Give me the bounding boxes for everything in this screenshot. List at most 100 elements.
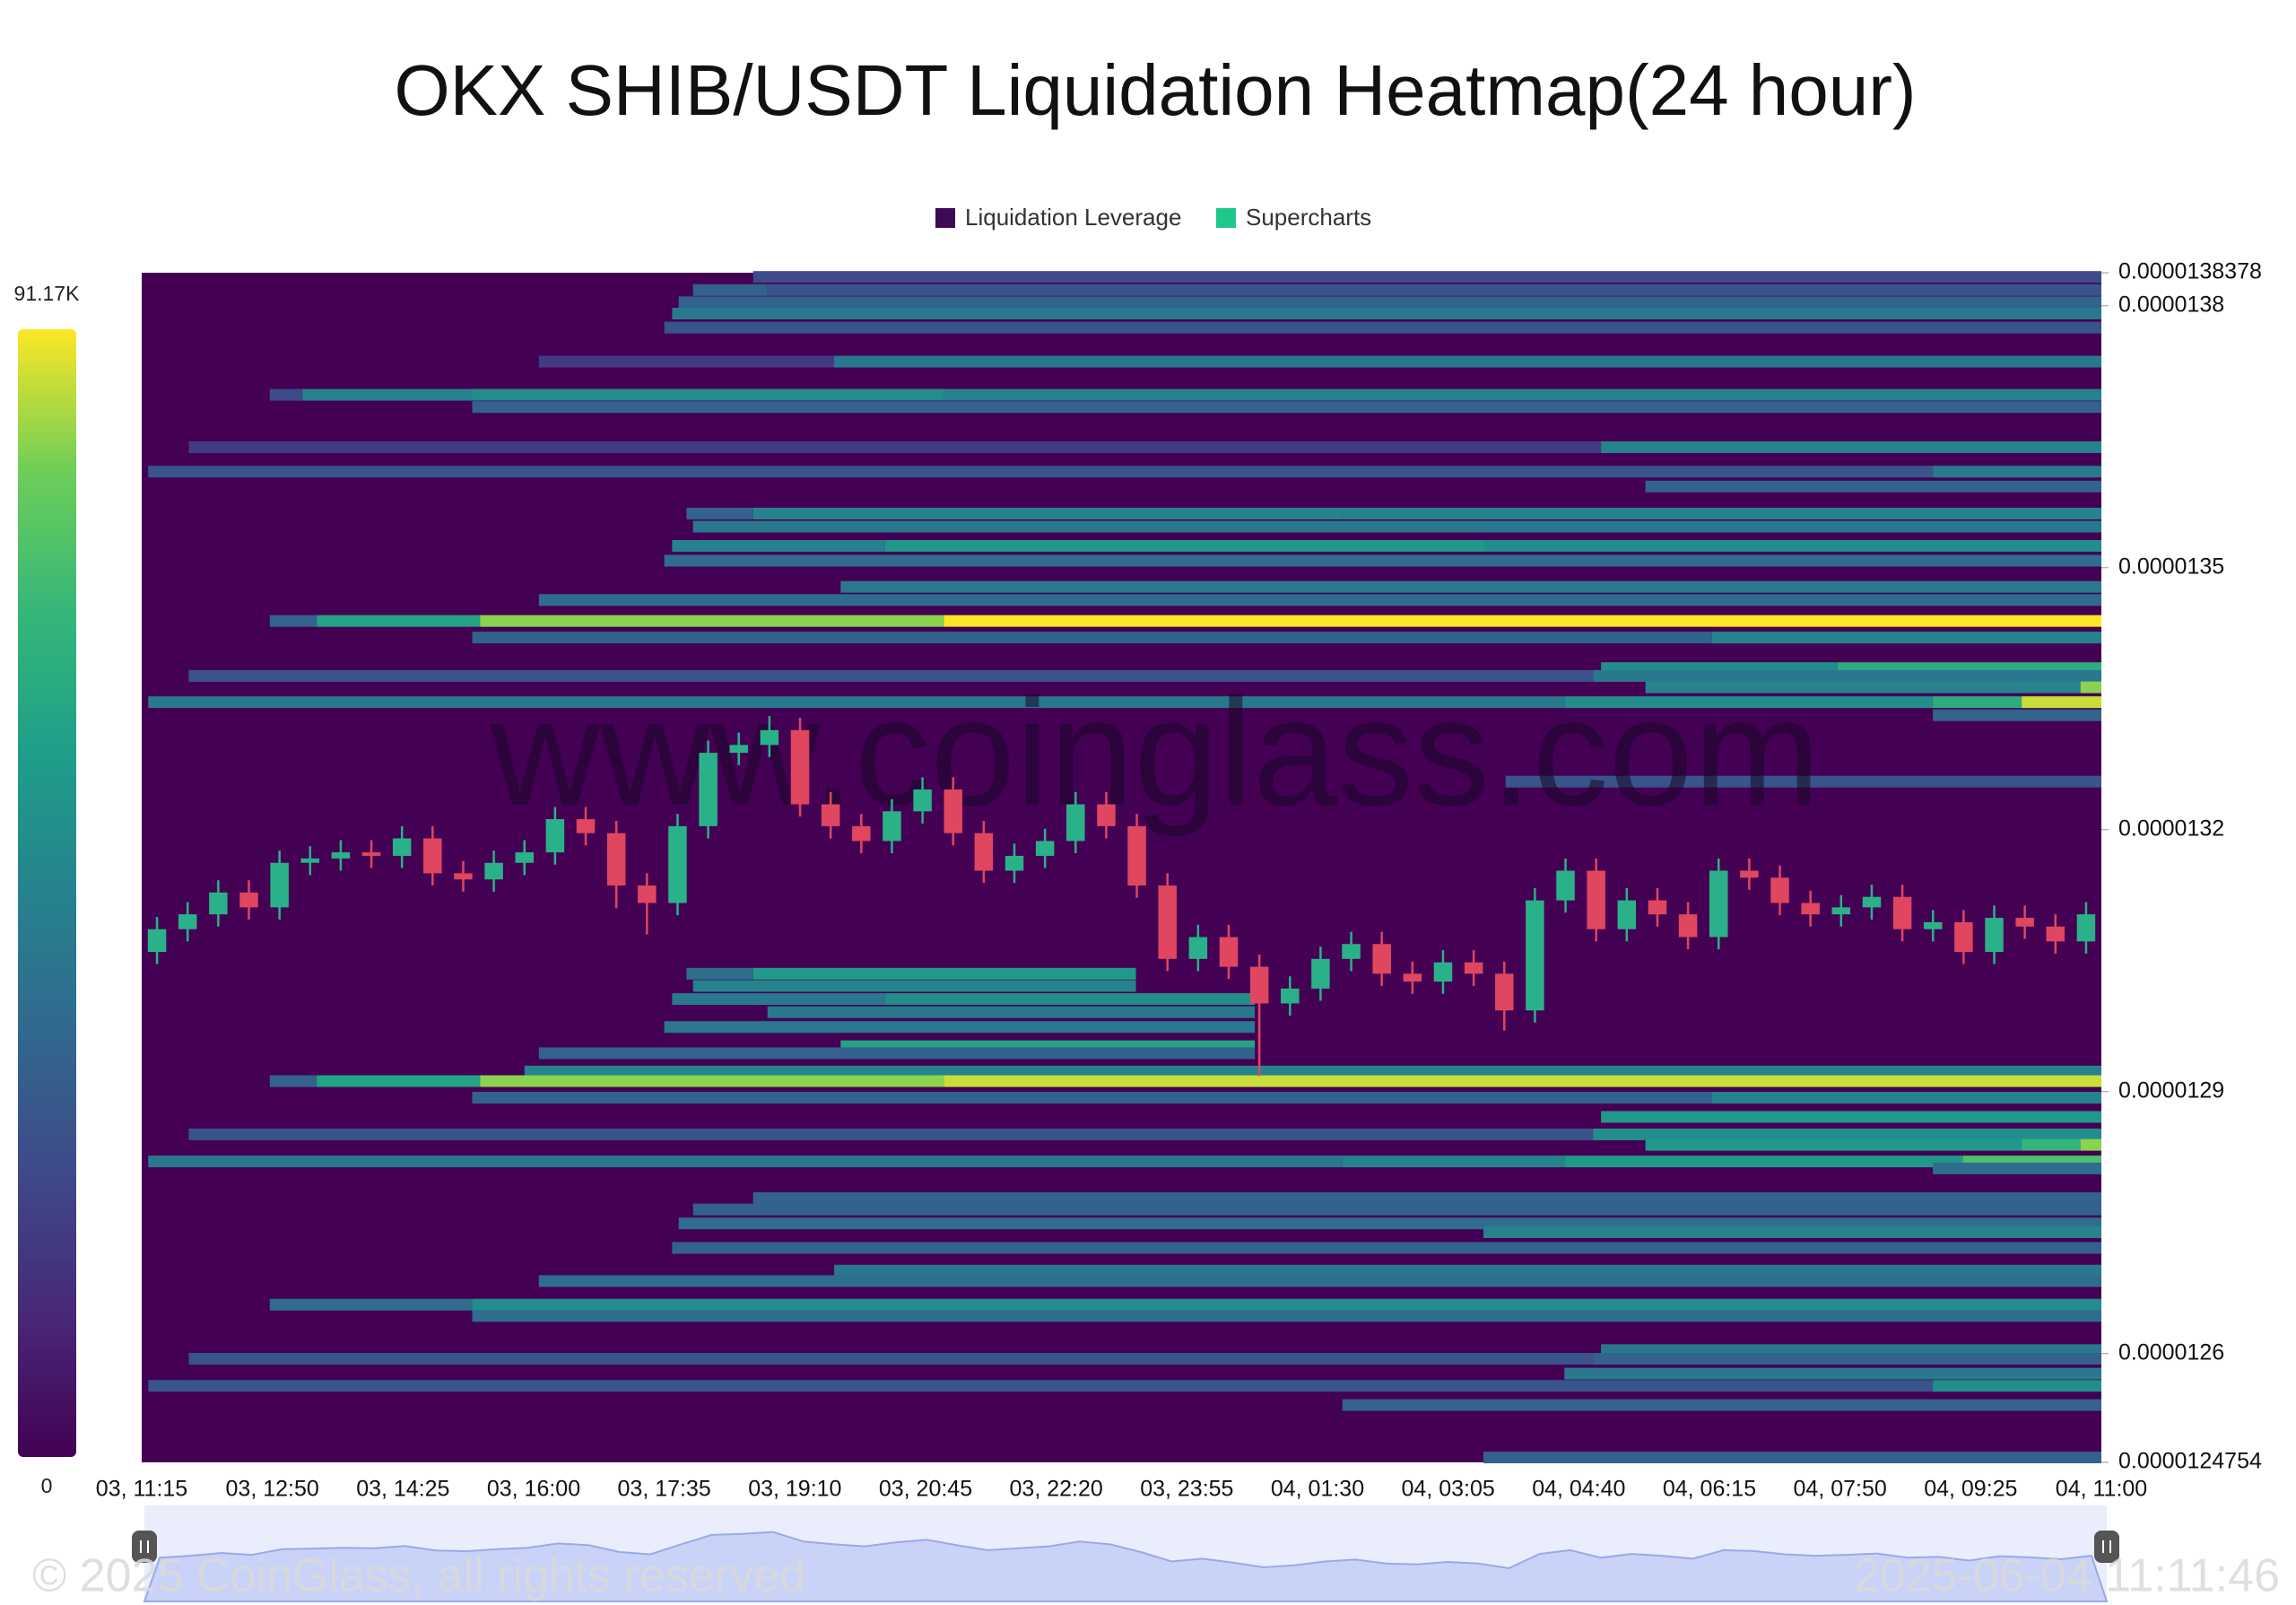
- color-bar-label: 0: [41, 1474, 53, 1497]
- candle-body: [1495, 973, 1514, 1011]
- candle-body: [699, 753, 718, 826]
- heat-cell: [664, 321, 2101, 334]
- heat-cell: [672, 539, 885, 552]
- y-tick-label: 0.0000138378: [2118, 259, 2262, 284]
- candle-body: [1403, 973, 1422, 982]
- candle-body: [1985, 918, 2004, 953]
- heat-cell: [269, 1298, 473, 1311]
- candle-body: [1004, 855, 1024, 871]
- candle-body: [1188, 937, 1208, 959]
- candle-body: [545, 819, 565, 853]
- heat-cell: [148, 696, 1565, 709]
- heat-cell: [672, 993, 885, 1006]
- heat-cell: [2080, 1138, 2101, 1151]
- candle-body: [239, 892, 258, 908]
- candle-body: [209, 892, 228, 915]
- candle-body: [515, 852, 534, 863]
- heat-cell: [944, 1298, 2101, 1311]
- x-tick-label: 03, 23:55: [1140, 1477, 1233, 1502]
- x-tick-label: 03, 19:10: [748, 1477, 841, 1502]
- heat-cell: [767, 1006, 1256, 1018]
- candle-body: [852, 825, 871, 842]
- heat-cell: [1483, 539, 2101, 552]
- heat-cell: [884, 993, 1256, 1006]
- candle-body: [883, 811, 901, 842]
- candle-body: [606, 833, 626, 886]
- navigator-handle: [2094, 1531, 2119, 1563]
- heat-cell: [1711, 632, 2101, 644]
- candle-body: [1648, 900, 1667, 915]
- heat-cell: [538, 1047, 1256, 1060]
- heat-cell: [692, 520, 2101, 533]
- heat-cell: [188, 1353, 1594, 1365]
- heat-cell: [1933, 466, 2101, 478]
- heat-cell: [686, 507, 753, 519]
- y-tick-label: 0.0000126: [2118, 1339, 2224, 1365]
- y-tick-label: 0.0000129: [2118, 1077, 2224, 1103]
- navigator-area: [143, 1531, 2109, 1602]
- candle-body: [392, 838, 412, 856]
- y-tick-label: 0.0000132: [2118, 816, 2224, 841]
- candle-body: [1127, 825, 1146, 886]
- heat-cell: [678, 296, 2102, 309]
- x-tick-label: 03, 11:15: [96, 1477, 187, 1502]
- heat-cell: [188, 441, 1602, 453]
- heat-cell: [538, 594, 2101, 606]
- candle-body: [913, 789, 932, 812]
- candle-body: [1433, 962, 1453, 982]
- heat-cell: [884, 539, 1483, 552]
- heat-cell: [1645, 681, 2081, 693]
- heat-cell: [752, 271, 2101, 283]
- candle-body: [147, 929, 167, 953]
- candle-body: [790, 729, 810, 805]
- candle-body: [1587, 870, 1605, 929]
- heat-cell: [472, 1310, 2102, 1322]
- candle-body: [1249, 966, 1269, 1004]
- candle-body: [974, 833, 994, 871]
- y-tick-label: 0.0000138: [2118, 292, 2224, 317]
- candle-body: [423, 838, 442, 874]
- heat-cell: [664, 1021, 1256, 1034]
- x-tick-label: 03, 16:00: [487, 1477, 580, 1502]
- heat-cell: [1645, 480, 2101, 493]
- heat-cell: [148, 1156, 1343, 1168]
- y-tick-label: 0.0000135: [2118, 554, 2224, 579]
- legend-label: Supercharts: [1246, 204, 1371, 231]
- heat-cell: [1601, 441, 2101, 453]
- heat-cell: [1645, 1138, 2022, 1151]
- heat-cell: [472, 388, 944, 401]
- footer-timestamp: 2025-06-04 11:11:46: [1854, 1550, 2280, 1602]
- candle-body: [2046, 926, 2066, 942]
- heat-cell: [1593, 1353, 2101, 1365]
- candle-body: [1617, 900, 1637, 929]
- candle-body: [1556, 870, 1575, 901]
- heat-cell: [472, 1298, 944, 1311]
- heat-cell: [1711, 1092, 2101, 1104]
- heat-cell: [692, 283, 768, 296]
- x-tick-label: 03, 17:35: [618, 1477, 711, 1502]
- heat-cell: [664, 554, 2101, 567]
- heat-cell: [472, 1092, 1712, 1104]
- candle-body: [270, 862, 289, 908]
- x-tick-label: 03, 14:25: [356, 1477, 449, 1502]
- candle-body: [331, 852, 351, 859]
- candle-body: [1954, 921, 1973, 953]
- candle-body: [1066, 804, 1085, 842]
- heat-cell: [840, 580, 2101, 593]
- heat-cell: [672, 1242, 2101, 1254]
- heat-cell: [692, 1203, 2101, 1216]
- heat-cell: [767, 283, 2101, 296]
- candle-body: [1158, 885, 1177, 959]
- x-tick-label: 03, 22:20: [1010, 1477, 1103, 1502]
- heat-cell: [188, 669, 1594, 682]
- heat-cell: [269, 615, 317, 627]
- heat-cell: [1593, 669, 2101, 682]
- candle-body: [300, 858, 320, 863]
- heat-cell: [1564, 1367, 2101, 1380]
- color-bar: [18, 329, 76, 1457]
- candle-body: [454, 873, 473, 880]
- candle-body: [760, 729, 779, 746]
- candle-body: [944, 789, 962, 833]
- heat-cell: [148, 1380, 1934, 1392]
